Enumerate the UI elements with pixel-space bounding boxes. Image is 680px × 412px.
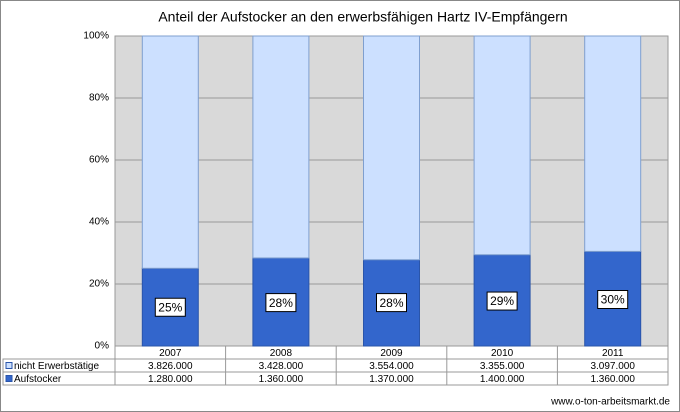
data-label: 28% (379, 296, 403, 310)
data-label-box (265, 293, 297, 313)
bar-segment (363, 35, 420, 261)
table-cell: 1.360.000 (590, 374, 635, 385)
legend-key (5, 375, 13, 382)
y-tick-label: 40% (89, 217, 109, 228)
data-label: 29% (490, 294, 514, 308)
data-label-box (486, 291, 518, 311)
legend-label: nicht Erwerbstätige (14, 361, 99, 372)
table-cell: 3.428.000 (259, 361, 304, 372)
table-cell: 1.370.000 (369, 374, 414, 385)
x-tick-label: 2011 (602, 348, 624, 359)
y-tick-label: 80% (89, 93, 109, 104)
data-label-box (597, 290, 629, 309)
data-label-box (154, 297, 186, 317)
table-cell: 1.360.000 (259, 374, 304, 385)
source: www.o-ton-arbeitsmarkt.de (550, 397, 670, 408)
y-tick-label: 0% (95, 341, 110, 352)
bar-segment (141, 35, 199, 269)
data-label: 30% (601, 293, 625, 307)
table-cell: 3.554.000 (369, 361, 414, 372)
table-cell: 3.355.000 (480, 361, 525, 372)
x-tick-label: 2010 (491, 348, 514, 359)
bar-segment (584, 35, 642, 252)
table-cell: 1.280.000 (148, 374, 193, 385)
y-tick-label: 60% (89, 155, 109, 166)
data-label-box (376, 293, 407, 313)
bar-segment (252, 35, 310, 259)
x-tick-label: 2008 (270, 348, 293, 359)
x-tick-label: 2007 (159, 348, 182, 359)
table-cell: 1.400.000 (480, 374, 525, 385)
y-tick-label: 20% (89, 279, 109, 290)
x-tick-label: 2009 (380, 348, 403, 359)
bar-segment (473, 35, 531, 256)
legend-key (5, 362, 13, 369)
data-label: 25% (158, 300, 182, 314)
data-label: 28% (269, 296, 293, 310)
legend-label: Aufstocker (14, 374, 62, 385)
table-cell: 3.826.000 (148, 361, 193, 372)
chart-title: Anteil der Aufstocker an den erwerbsfähi… (158, 9, 567, 25)
y-tick-label: 100% (83, 31, 109, 42)
table-cell: 3.097.000 (590, 361, 635, 372)
